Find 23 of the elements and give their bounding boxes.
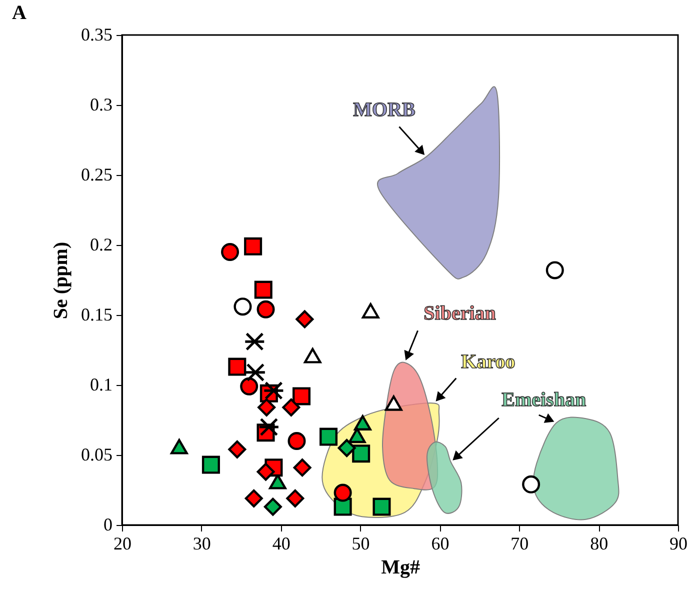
x-tick-label: 60 xyxy=(431,534,450,554)
y-tick-label: 0 xyxy=(104,514,112,534)
text: Siberian xyxy=(424,302,496,325)
x-tick-label: 90 xyxy=(670,534,688,554)
x-tick-label: 80 xyxy=(590,534,608,554)
x-tick-label: 20 xyxy=(114,534,132,554)
x-axis-title: Mg# xyxy=(381,556,420,578)
y-tick-label: 0.3 xyxy=(90,94,112,114)
text: Emeishan xyxy=(502,389,586,411)
x-tick-label: 70 xyxy=(510,534,529,554)
x-tick-label: 30 xyxy=(192,534,211,554)
y-tick-label: 0.05 xyxy=(81,444,112,464)
x-tick-label: 40 xyxy=(272,534,290,554)
y-tick-label: 0.2 xyxy=(90,234,112,254)
chart-title: A xyxy=(12,2,27,24)
y-tick-label: 0.15 xyxy=(81,304,112,324)
series-label: Karoo xyxy=(461,351,516,374)
y-axis-title: Se (ppm) xyxy=(50,242,72,320)
y-tick-label: 0.25 xyxy=(81,164,112,184)
y-tick-label: 0.1 xyxy=(90,374,112,394)
y-tick-label: 0.35 xyxy=(81,24,112,44)
x-tick-label: 50 xyxy=(352,534,370,554)
series-label: MORB xyxy=(353,98,416,121)
